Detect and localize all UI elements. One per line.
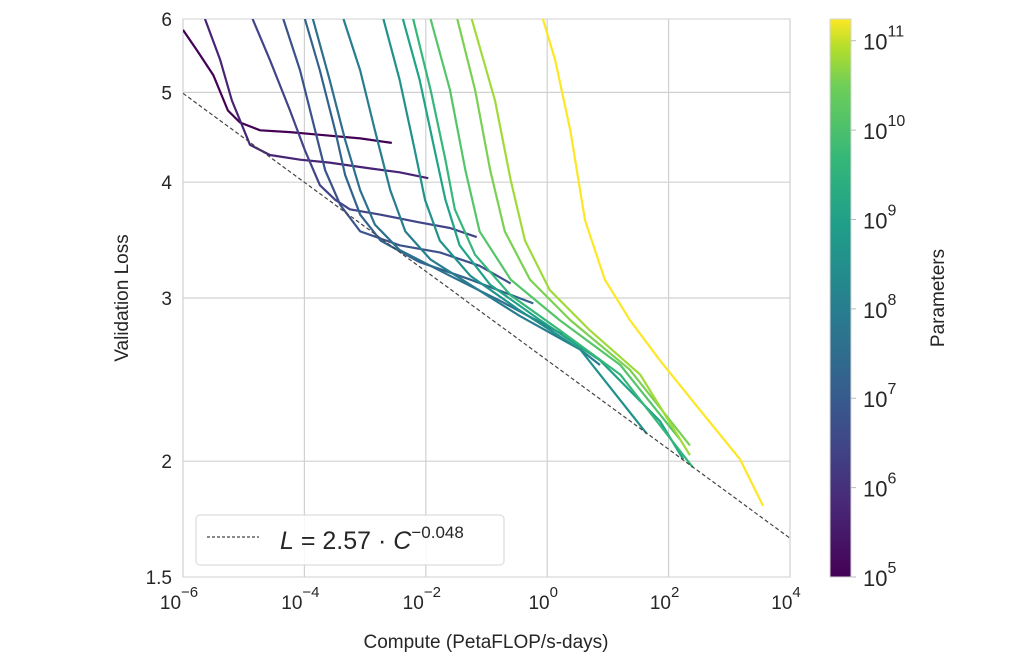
colorbar-gradient (829, 18, 852, 578)
colorbar-tick-label: 1010 (863, 113, 905, 144)
x-tick-label: 10−2 (403, 584, 441, 614)
x-tick-label: 104 (771, 584, 800, 614)
x-axis-label: Compute (PetaFLOP/s-days) (364, 632, 609, 653)
colorbar-ticks: 105 106 107 108 109 1010 1011 (851, 24, 905, 591)
series-line (470, 19, 691, 456)
fit-line (183, 92, 790, 539)
y-tick-label: 5 (161, 83, 172, 104)
series-line (342, 19, 601, 366)
y-tick-labels: 1.5 2 3 4 5 6 (146, 10, 173, 589)
colorbar-tick-label: 106 (863, 471, 896, 502)
series-line (541, 19, 765, 507)
series-line (251, 19, 478, 239)
y-tick-label: 6 (161, 10, 172, 31)
colorbar-tick-label: 1011 (863, 24, 904, 55)
legend: L = 2.57 · C−0.048 (195, 514, 505, 566)
series-line (311, 19, 564, 336)
x-tick-label: 100 (528, 584, 557, 614)
colorbar-tick-label: 108 (863, 292, 896, 323)
x-tick-label: 102 (650, 584, 679, 614)
plot-frame (182, 18, 791, 578)
x-tick-label: 10−6 (160, 584, 198, 614)
grid (182, 19, 791, 577)
series-line (429, 19, 682, 441)
x-tick-labels: 10−6 10−4 10−2 100 102 104 (160, 584, 801, 614)
y-tick-label: 1.5 (146, 568, 172, 589)
series-line (203, 19, 429, 180)
colorbar-tick-label: 109 (863, 202, 896, 233)
colorbar-tick-label: 107 (863, 381, 896, 412)
fit-line-group (183, 92, 790, 539)
series-line (412, 19, 694, 468)
colorbar-tick-label: 105 (863, 560, 896, 591)
series-line (183, 29, 392, 144)
y-tick-label: 2 (161, 452, 172, 473)
colorbar-label: Parameters (928, 249, 949, 347)
series-line (382, 19, 648, 435)
series-line (282, 19, 512, 285)
legend-box (195, 514, 505, 566)
y-tick-label: 4 (161, 173, 172, 194)
colorbar: 105 106 107 108 109 1010 1011 Parameters (829, 18, 949, 591)
y-axis-label: Validation Loss (112, 234, 133, 361)
y-tick-label: 3 (161, 289, 172, 310)
series-lines (183, 19, 765, 507)
series-line (401, 19, 685, 460)
legend-label: L = 2.57 · C−0.048 (280, 523, 464, 555)
x-tick-label: 10−4 (281, 584, 319, 614)
series-line (456, 19, 691, 447)
